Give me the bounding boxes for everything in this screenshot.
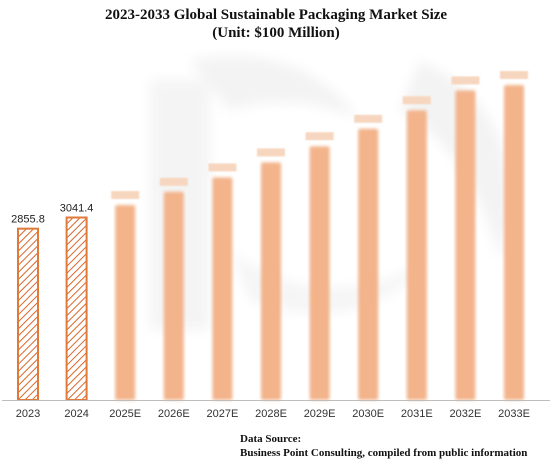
source-text: Business Point Consulting, compiled from… (240, 447, 528, 459)
x-tick-2029E: 2029E (304, 408, 336, 420)
x-tick-2024: 2024 (64, 408, 88, 420)
title-line-1: 2023-2033 Global Sustainable Packaging M… (104, 7, 448, 23)
bar-2031E (406, 110, 427, 400)
blurred-value-label-2032E (451, 76, 480, 85)
bar-2023 (17, 227, 39, 401)
blurred-value-label-2028E (257, 148, 285, 157)
x-tick-2032E: 2032E (449, 408, 481, 420)
x-tick-2023: 2023 (16, 408, 40, 420)
x-tick-2033E: 2033E (498, 408, 530, 420)
blurred-value-label-2026E (159, 177, 188, 186)
bar-2032E (455, 90, 476, 401)
data-source: Data Source: Business Point Consulting, … (240, 432, 527, 460)
value-label-2024: 3041.4 (60, 203, 94, 215)
bar-2028E (261, 162, 281, 400)
bar-2033E (504, 85, 524, 400)
blurred-value-label-2030E (354, 114, 383, 123)
value-label-2023: 2855.8 (11, 214, 45, 226)
chart-title: 2023-2033 Global Sustainable Packaging M… (0, 6, 552, 42)
blurred-value-label-2029E (305, 132, 334, 141)
bar-2025E (115, 205, 136, 400)
source-label: Data Source: (240, 433, 302, 445)
x-tick-2026E: 2026E (158, 408, 190, 420)
title-line-2: (Unit: $100 Million) (212, 25, 340, 41)
bar-2027E (212, 177, 233, 400)
blurred-value-label-2027E (208, 163, 237, 172)
blurred-value-label-2033E (500, 71, 528, 79)
bar-2030E (358, 128, 379, 401)
blurred-value-label-2025E (111, 191, 140, 199)
x-tick-2027E: 2027E (206, 408, 238, 420)
x-tick-2030E: 2030E (352, 408, 384, 420)
bar-2024 (65, 216, 88, 401)
x-tick-2031E: 2031E (401, 408, 433, 420)
x-tick-2025E: 2025E (109, 408, 141, 420)
bar-2029E (309, 146, 330, 400)
bar-2026E (163, 191, 184, 400)
x-tick-2028E: 2028E (255, 408, 287, 420)
blurred-value-label-2031E (402, 96, 431, 105)
